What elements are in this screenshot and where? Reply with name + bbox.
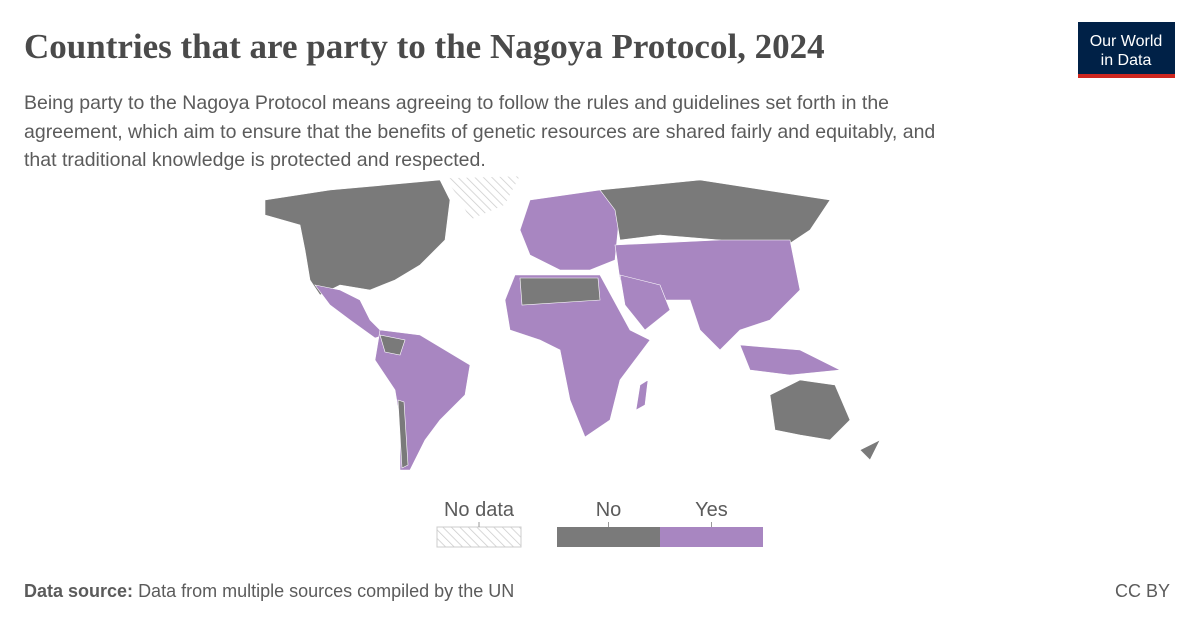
southeast-asia[interactable] (739, 344, 842, 376)
legend-label: No (596, 499, 622, 521)
legend-swatch (436, 526, 522, 548)
greenland[interactable] (444, 175, 521, 221)
legend-swatch (660, 527, 763, 547)
venezuela[interactable] (379, 334, 406, 356)
south-america[interactable] (374, 329, 471, 471)
source-label: Data source: (24, 581, 133, 601)
legend-label: No data (444, 499, 515, 521)
madagascar[interactable] (635, 379, 649, 411)
legend: No data No Yes (436, 499, 763, 548)
europe[interactable] (519, 189, 621, 271)
logo-bar (1078, 74, 1175, 78)
logo-text: in Data (1101, 52, 1152, 69)
license: CC BY (1115, 581, 1170, 601)
subtitle-line: that traditional knowledge is protected … (24, 149, 486, 171)
new-zealand[interactable] (859, 439, 881, 461)
africa[interactable] (504, 274, 651, 438)
north-africa[interactable] (519, 277, 601, 306)
title: Countries that are party to the Nagoya P… (24, 27, 825, 66)
north-america[interactable] (264, 179, 451, 296)
russia[interactable] (599, 179, 831, 251)
world-map (264, 175, 881, 471)
subtitle-line: Being party to the Nagoya Protocol means… (24, 92, 889, 114)
australia[interactable] (769, 379, 851, 441)
logo-text: Our World (1090, 33, 1163, 50)
subtitle-line: agreement, which aim to ensure that the … (24, 121, 935, 143)
central-america[interactable] (314, 284, 386, 339)
logo-box (1078, 22, 1175, 74)
source-text: Data from multiple sources compiled by t… (138, 581, 514, 601)
legend-swatch (557, 527, 660, 547)
source: Data source: Data from multiple sources … (24, 581, 514, 601)
legend-label: Yes (695, 499, 728, 521)
logo[interactable]: Our World in Data (1078, 22, 1175, 78)
chile[interactable] (397, 399, 409, 469)
middle-east[interactable] (619, 274, 671, 331)
